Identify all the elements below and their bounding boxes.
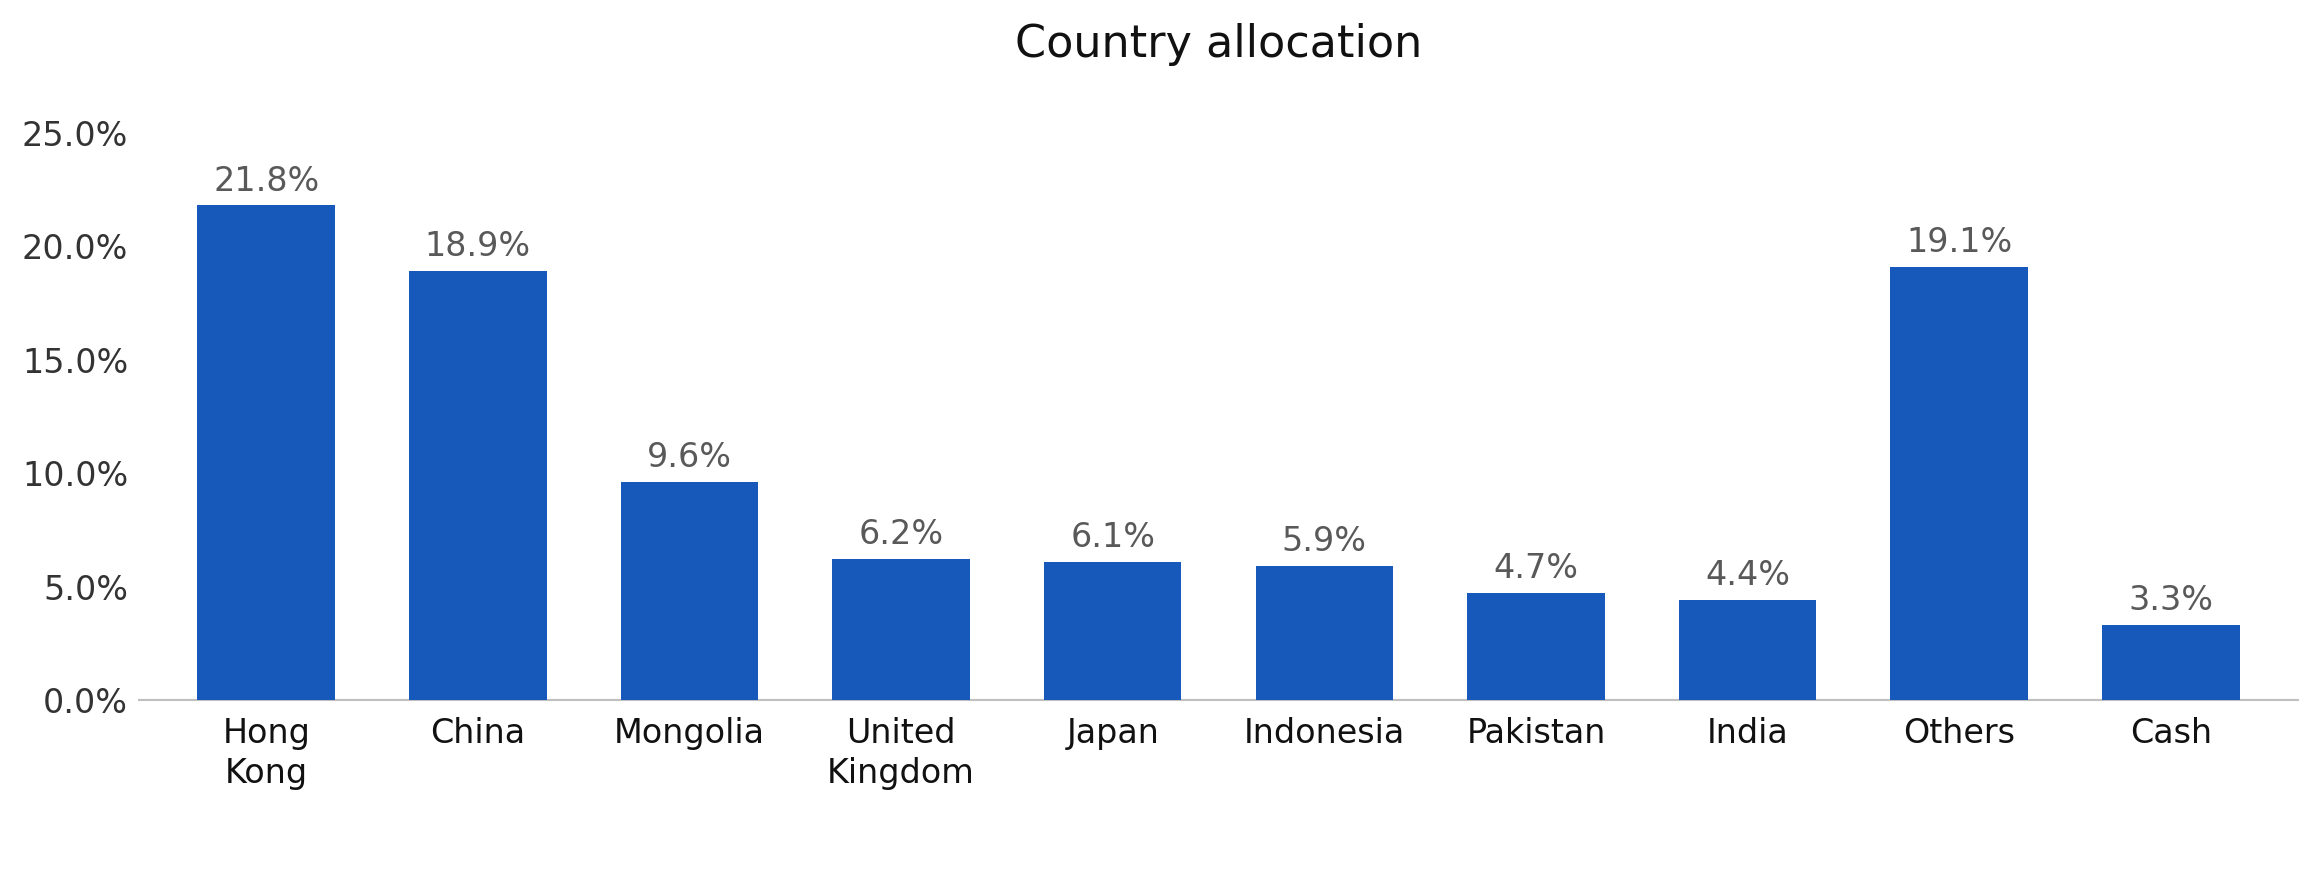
- Bar: [197, 206, 334, 700]
- Text: 6.2%: 6.2%: [859, 518, 945, 551]
- Bar: [408, 271, 548, 700]
- Bar: [1044, 562, 1181, 700]
- Bar: [1467, 593, 1604, 700]
- Text: 6.1%: 6.1%: [1070, 521, 1156, 554]
- Bar: [2103, 625, 2240, 700]
- Text: 4.7%: 4.7%: [1492, 552, 1578, 585]
- Bar: [1678, 600, 1817, 700]
- Bar: [620, 482, 759, 700]
- Title: Country allocation: Country allocation: [1014, 23, 1423, 66]
- Text: 18.9%: 18.9%: [425, 230, 532, 263]
- Text: 21.8%: 21.8%: [214, 164, 320, 198]
- Text: 9.6%: 9.6%: [648, 441, 731, 474]
- Text: 4.4%: 4.4%: [1706, 559, 1789, 592]
- Bar: [1889, 267, 2029, 700]
- Bar: [833, 559, 970, 700]
- Text: 19.1%: 19.1%: [1906, 226, 2012, 259]
- Bar: [1256, 566, 1393, 700]
- Text: 3.3%: 3.3%: [2128, 584, 2214, 617]
- Text: 5.9%: 5.9%: [1281, 525, 1367, 558]
